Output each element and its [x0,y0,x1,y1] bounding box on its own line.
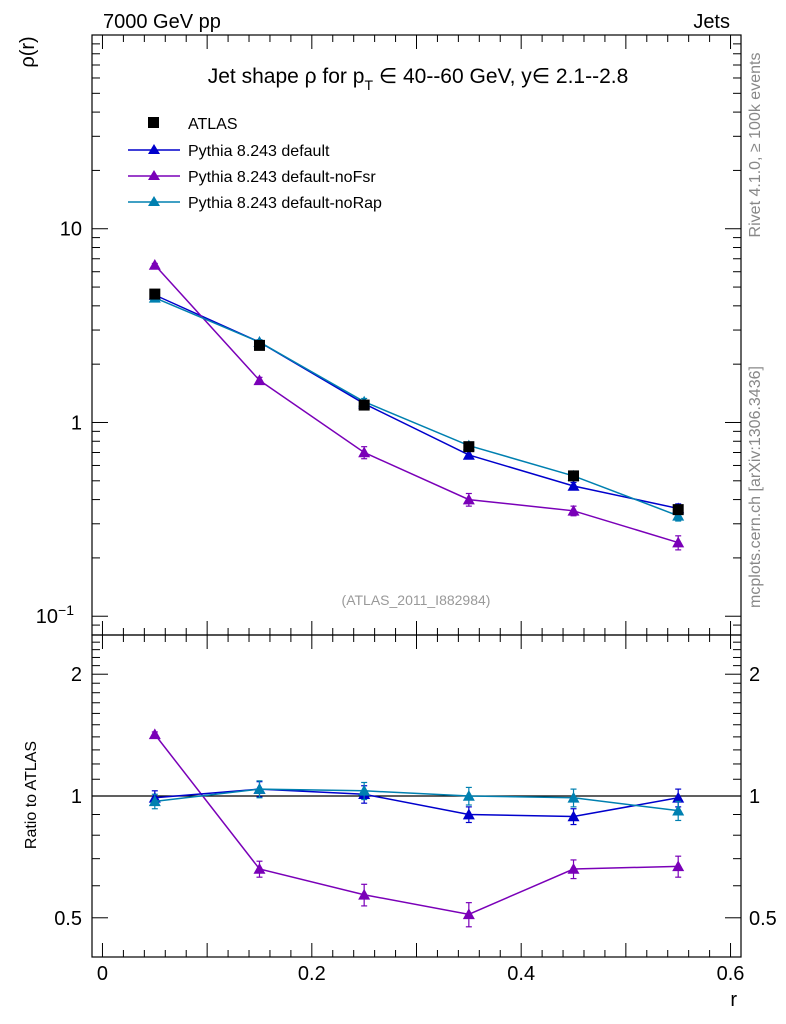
x-tick-label-0p2: 0.2 [298,963,326,985]
legend-label-nofsr: Pythia 8.243 default-noFsr [188,169,376,186]
ratio-line-noFsr [154,733,679,916]
ratio-y-tick-label-0p5: 0.5 [54,908,82,930]
main-title-prefix: Jet shape ρ for p [208,65,365,88]
main-point-atlas [149,288,161,300]
source-label: mcplots.cern.ch [arXiv:1306.3436] [747,366,764,608]
ratio-y-tick-label-right-1: 1 [749,786,760,808]
legend-label-atlas: ATLAS [188,116,238,133]
ratio-y-axis-label: Ratio to ATLAS [23,741,40,849]
main-y-tick-base: 10 [36,606,58,628]
main-point-atlas [463,441,475,453]
ratio-point-noRap [462,790,475,801]
main-point-noFsr [567,504,580,516]
main-point-noFsr [253,374,266,386]
legend: ATLAS Pythia 8.243 default Pythia 8.243 … [128,116,382,212]
analysis-tag: (ATLAS_2011_I882984) [342,592,491,608]
main-title-suffix: ∈ 40--60 GeV, y∈ 2.1--2.8 [373,65,628,88]
x-axis-label: r [730,989,737,1011]
rivet-version-label: Rivet 4.1.0, ≥ 100k events [747,53,764,238]
ratio-y-tick-label-2: 2 [71,664,82,686]
main-y-tick-exponent: −1 [58,602,74,618]
main-point-atlas [358,399,370,411]
main-point-atlas [568,470,580,482]
ratio-point-noFsr [148,728,161,740]
ratio-point-noRap [358,784,371,796]
ratio-point-noFsr [253,863,266,874]
main-title: Jet shape ρ for pT ∈ 40--60 GeV, y∈ 2.1-… [208,65,629,93]
ratio-point-default [567,810,580,822]
ratio-point-default [462,808,475,820]
ratio-point-noFsr [462,908,475,920]
main-point-noRap [672,509,685,521]
x-tick-label-0p6: 0.6 [717,963,745,985]
category-label: Jets [693,11,730,33]
ratio-point-noRap [148,795,161,807]
main-point-default [567,480,580,491]
main-point-noFsr [462,493,475,505]
main-point-noFsr [358,446,371,458]
ratio-line-noRap [154,788,679,812]
main-y-tick-label-1: 1 [71,412,82,434]
ratio-point-noFsr [672,860,685,872]
legend-marker-default [148,144,160,154]
axis-ticks [92,35,741,958]
ratio-y-tick-label-right-0p5: 0.5 [749,908,777,930]
x-tick-label-0: 0 [97,963,108,985]
main-point-noFsr [148,258,161,270]
main-y-axis-label: ρ(r) [17,36,39,67]
main-title-subscript: T [364,77,373,93]
x-tick-label-0p4: 0.4 [507,963,535,985]
ratio-point-default [672,791,685,803]
ratio-point-noRap [672,804,685,816]
main-point-atlas [253,339,265,351]
legend-marker-atlas [148,117,159,128]
main-line-noRap [154,297,679,517]
legend-label-norap: Pythia 8.243 default-noRap [188,195,382,212]
energy-label: 7000 GeV pp [103,11,221,33]
ratio-point-noRap [567,791,580,803]
ratio-y-tick-label-1: 1 [71,786,82,808]
legend-label-default: Pythia 8.243 default [188,143,330,160]
ratio-point-noFsr [358,888,371,900]
main-y-tick-label-10: 10 [60,219,82,241]
legend-marker-norap [148,196,160,206]
legend-marker-nofsr [148,170,160,180]
main-point-noFsr [672,536,685,548]
chart-marks [92,258,741,928]
ratio-y-tick-label-right-2: 2 [749,664,760,686]
ratio-point-noFsr [567,863,580,874]
main-line-noFsr [154,264,679,544]
ratio-point-noRap [253,783,266,794]
main-y-tick-label-0p1: 10−1 [36,602,74,628]
main-point-atlas [672,504,684,516]
main-point-default [462,448,475,460]
